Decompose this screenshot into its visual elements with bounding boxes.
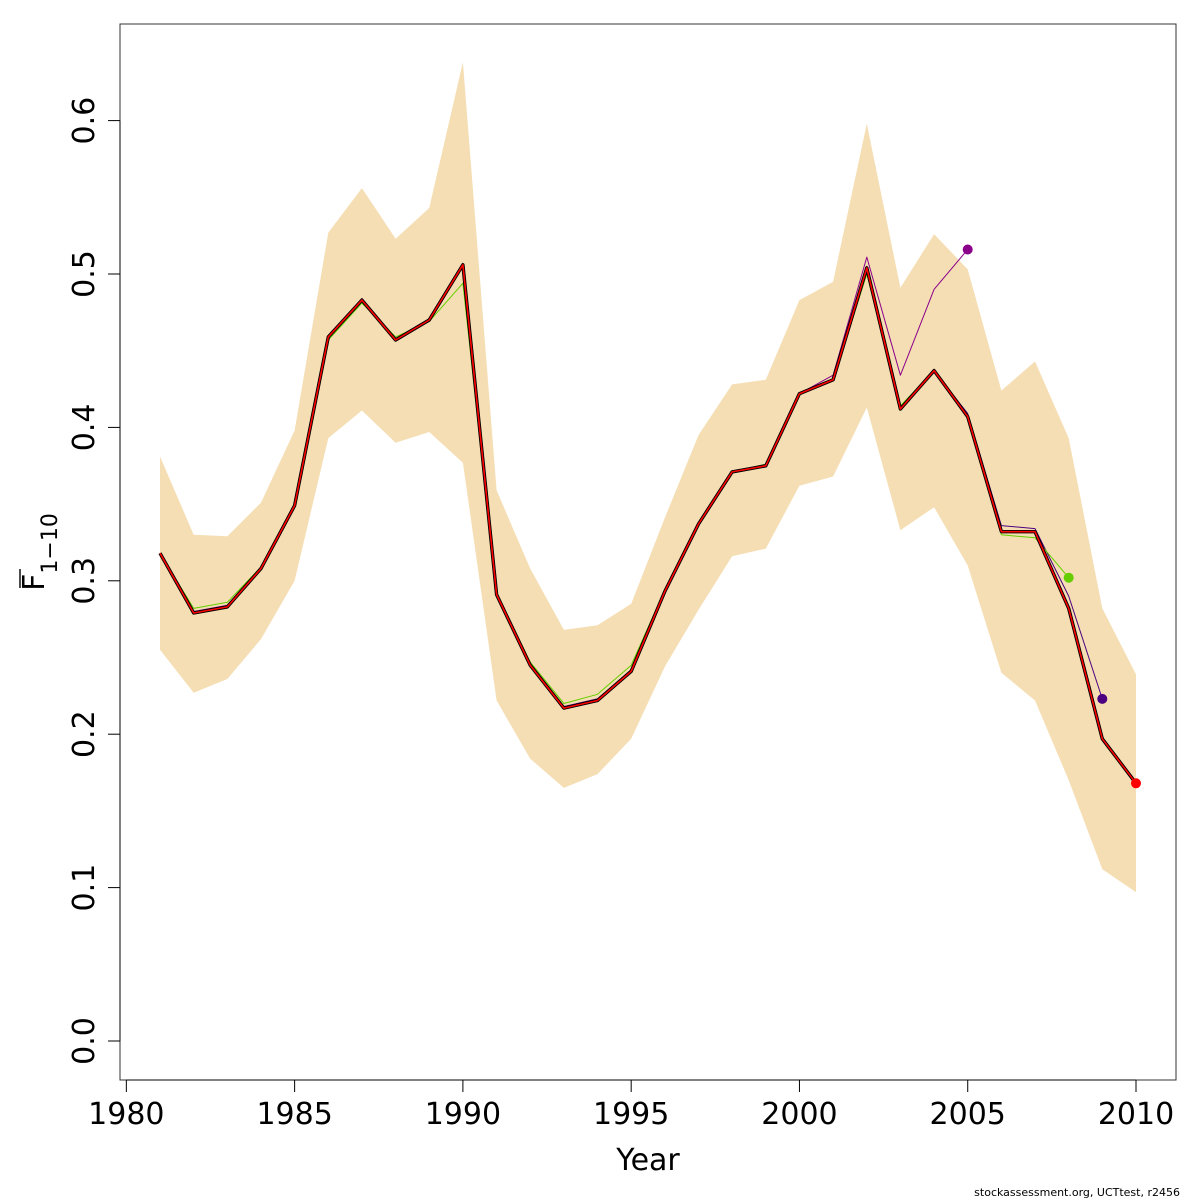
y-axis-title: F1−10 — [17, 513, 63, 591]
x-tick-label: 1985 — [256, 1097, 332, 1132]
y-tick-label: 0.1 — [67, 864, 102, 912]
confidence-band — [160, 62, 1136, 893]
x-tick-label: 2005 — [930, 1097, 1006, 1132]
confidence-band-layer — [160, 62, 1136, 893]
y-axis-title-subscript: 1−10 — [38, 513, 63, 573]
y-tick-label: 0.2 — [67, 710, 102, 758]
x-tick-label: 1995 — [593, 1097, 669, 1132]
x-tick-label: 1980 — [88, 1097, 164, 1132]
y-tick-label: 0.5 — [67, 250, 102, 298]
series-line-4 — [159, 263, 1137, 784]
x-axis: 1980 1985 1990 1995 2000 2005 2010 — [88, 1079, 1174, 1132]
series-end-point-2 — [1063, 572, 1074, 583]
series-layer — [158, 244, 1141, 789]
y-tick-label: 0.6 — [67, 97, 102, 145]
y-tick-label: 0.0 — [67, 1017, 102, 1065]
svg-text:F1−10: F1−10 — [17, 513, 63, 591]
y-tick-label: 0.4 — [67, 404, 102, 452]
y-axis: 0.0 0.1 0.2 0.3 0.4 0.5 0.6 — [67, 97, 121, 1065]
x-tick-label: 2010 — [1098, 1097, 1174, 1132]
footer-credit: stockassessment.org, UCTtest, r2456 — [974, 1186, 1180, 1199]
x-tick-label: 1990 — [425, 1097, 501, 1132]
x-axis-title: Year — [615, 1143, 680, 1178]
y-axis-title-main: F — [17, 574, 52, 591]
series-end-point-0 — [962, 244, 973, 255]
y-tick-label: 0.3 — [67, 557, 102, 605]
series-end-point-4 — [1131, 778, 1141, 789]
x-tick-label: 2000 — [761, 1097, 837, 1132]
series-end-point-1 — [1097, 693, 1108, 704]
